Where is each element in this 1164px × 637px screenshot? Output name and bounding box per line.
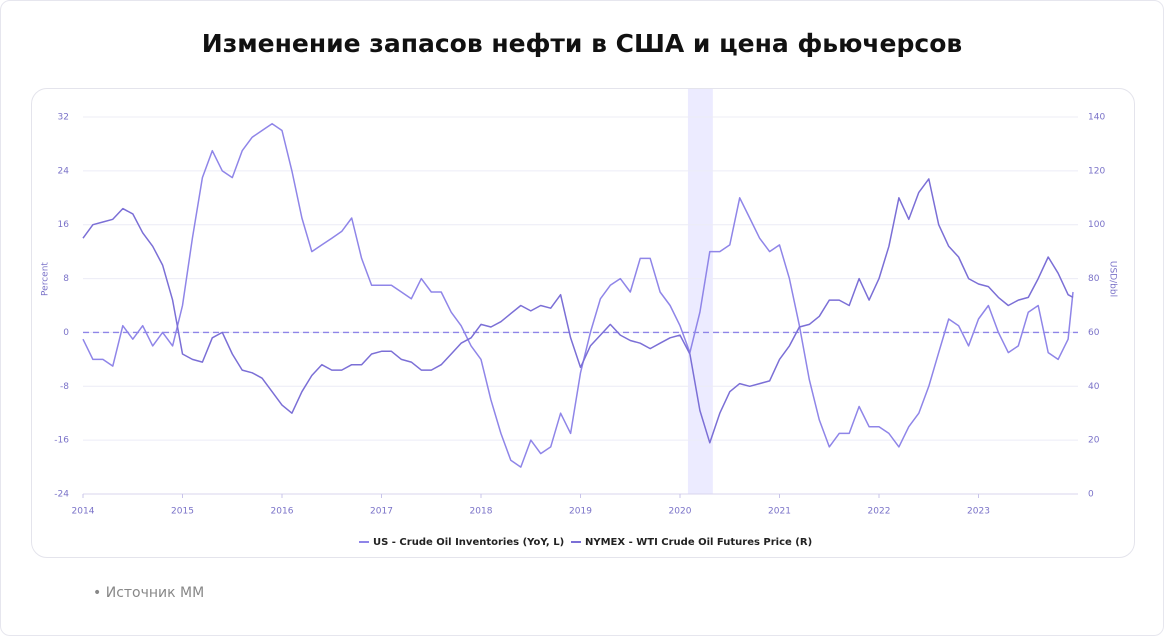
- y2-tick-label: 60: [1088, 328, 1100, 338]
- y2-tick-label: 20: [1088, 436, 1100, 446]
- x-tick-label: 2019: [569, 507, 592, 517]
- y-tick-label: -16: [54, 436, 69, 446]
- x-tick-label: 2015: [171, 507, 194, 517]
- x-tick-label: 2014: [72, 507, 95, 517]
- x-tick-label: 2016: [271, 507, 294, 517]
- source-text: Источник ММ: [105, 585, 205, 601]
- x-tick-label: 2021: [768, 507, 791, 517]
- legend-label: US - Crude Oil Inventories (YoY, L): [373, 537, 564, 548]
- x-tick-label: 2022: [868, 507, 891, 517]
- y-tick-label: 16: [58, 220, 70, 230]
- y-tick-label: 0: [63, 328, 69, 338]
- x-tick-label: 2017: [370, 507, 393, 517]
- y-tick-label: 24: [58, 166, 70, 176]
- y-tick-label: 32: [58, 113, 69, 123]
- y2-tick-label: 0: [1088, 490, 1094, 500]
- x-tick-label: 2023: [967, 507, 990, 517]
- source-note: • Источник ММ: [93, 585, 205, 601]
- x-tick-label: 2018: [470, 507, 493, 517]
- y-tick-label: -8: [60, 382, 69, 392]
- series-line: [82, 178, 1074, 444]
- y2-tick-label: 100: [1088, 220, 1105, 230]
- y2-tick-label: 40: [1088, 382, 1100, 392]
- y2-tick-label: 120: [1088, 166, 1105, 176]
- y2-axis-label: USD/bbl: [1108, 261, 1118, 297]
- y2-tick-label: 80: [1088, 274, 1100, 284]
- x-tick-label: 2020: [669, 507, 692, 517]
- y-axis-label: Percent: [41, 262, 51, 296]
- series-line: [82, 122, 1074, 468]
- chart-card: [31, 88, 1135, 558]
- y-tick-label: -24: [54, 490, 69, 500]
- shaded-region: [687, 89, 713, 494]
- page-title: Изменение запасов нефти в США и цена фью…: [201, 29, 963, 58]
- legend-label: NYMEX - WTI Crude Oil Futures Price (R): [585, 537, 812, 548]
- y-tick-label: 8: [63, 274, 69, 284]
- y2-tick-label: 140: [1088, 113, 1105, 123]
